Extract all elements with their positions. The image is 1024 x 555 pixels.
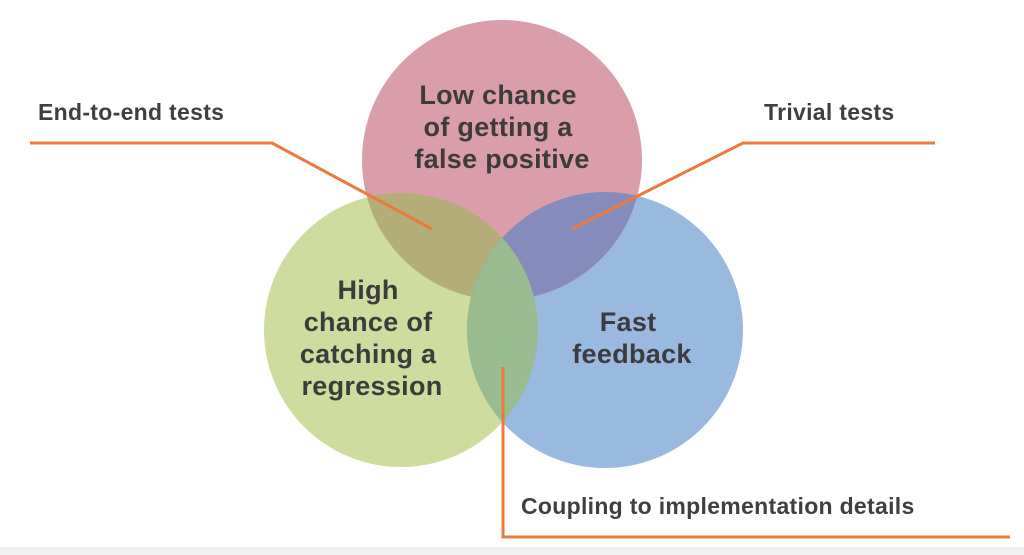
bottom-band [0,547,1024,555]
coupling-leader-line [501,367,1010,539]
trivial-tests-leader-line [571,141,935,231]
trivial-tests-label: Trivial tests [764,99,894,125]
top-circle-label: Low chance of getting a false positive [414,80,589,174]
left-circle-label: High chance of catching a regression [300,275,444,401]
overlap-top-right [467,192,642,300]
end-to-end-leader-line [30,141,433,231]
overlap-top-left [362,193,538,300]
right-circle-label: Fast feedback [572,307,692,369]
end-to-end-tests-label: End-to-end tests [38,99,224,125]
coupling-label: Coupling to implementation details [521,493,915,519]
